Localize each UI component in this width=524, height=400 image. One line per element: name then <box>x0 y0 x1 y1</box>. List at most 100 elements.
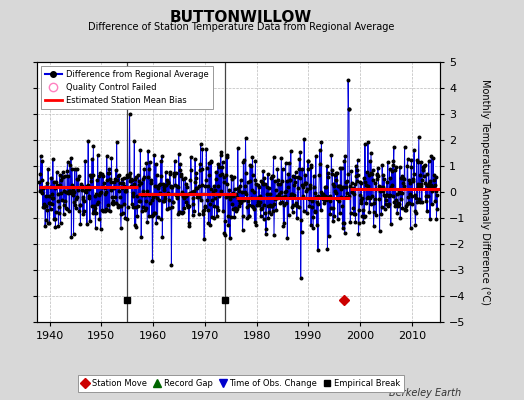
Point <box>144 166 152 172</box>
Point <box>254 199 262 206</box>
Point <box>72 195 80 202</box>
Point <box>241 189 249 196</box>
Point <box>79 196 88 202</box>
Point <box>353 166 362 173</box>
Point <box>58 174 67 180</box>
Point <box>239 157 248 163</box>
Point <box>58 196 66 203</box>
Point <box>324 174 332 180</box>
Point <box>103 206 112 213</box>
Point <box>257 206 265 212</box>
Point <box>283 178 291 185</box>
Point <box>127 176 135 182</box>
Point <box>200 202 209 209</box>
Point <box>86 172 94 178</box>
Point <box>38 177 47 184</box>
Point <box>280 202 288 208</box>
Point <box>65 208 73 214</box>
Point <box>376 188 385 194</box>
Point <box>124 204 132 210</box>
Point <box>399 176 408 182</box>
Point <box>143 219 151 226</box>
Point <box>145 192 154 198</box>
Point <box>219 159 227 165</box>
Point <box>403 162 411 169</box>
Point <box>268 208 277 214</box>
Point <box>176 160 184 167</box>
Point <box>160 198 168 204</box>
Point <box>421 162 429 168</box>
Point <box>288 209 297 215</box>
Point <box>322 194 331 200</box>
Point <box>221 218 229 224</box>
Point <box>230 190 238 196</box>
Point <box>318 194 326 200</box>
Point <box>49 195 58 201</box>
Point <box>244 198 253 204</box>
Point <box>312 221 321 228</box>
Point <box>337 193 345 200</box>
Point <box>119 175 128 181</box>
Point <box>413 199 421 205</box>
Point <box>224 212 232 219</box>
Point <box>356 192 364 198</box>
Point <box>104 202 113 208</box>
Point <box>187 166 195 173</box>
Point <box>348 189 356 196</box>
Point <box>360 175 368 181</box>
Point <box>205 160 213 166</box>
Point <box>300 136 308 142</box>
Point <box>285 176 293 183</box>
Point <box>316 160 324 167</box>
Point <box>348 185 357 192</box>
Point <box>305 185 314 191</box>
Point <box>59 174 68 180</box>
Point <box>303 186 311 192</box>
Point <box>75 208 83 214</box>
Point <box>193 184 201 191</box>
Point <box>240 197 248 203</box>
Point <box>383 192 391 198</box>
Point <box>185 203 194 209</box>
Point <box>170 173 178 179</box>
Point <box>204 220 213 226</box>
Point <box>169 199 177 205</box>
Point <box>353 178 361 184</box>
Point <box>233 206 242 212</box>
Point <box>80 208 88 214</box>
Point <box>132 174 140 180</box>
Point <box>232 191 240 197</box>
Point <box>183 202 192 208</box>
Point <box>320 196 329 203</box>
Point <box>358 207 367 213</box>
Point <box>429 185 438 192</box>
Point <box>410 146 418 153</box>
Point <box>296 175 304 182</box>
Point <box>211 186 220 193</box>
Point <box>149 212 157 218</box>
Point <box>357 180 365 186</box>
Point <box>290 182 298 188</box>
Point <box>148 258 157 264</box>
Point <box>326 205 335 211</box>
Point <box>237 197 246 203</box>
Point <box>358 213 367 219</box>
Point <box>225 196 234 202</box>
Point <box>258 205 267 211</box>
Point <box>254 195 262 201</box>
Point <box>130 222 139 228</box>
Point <box>163 177 171 183</box>
Point <box>74 187 82 193</box>
Point <box>399 180 408 186</box>
Point <box>339 220 347 226</box>
Text: BUTTONWILLOW: BUTTONWILLOW <box>170 10 312 25</box>
Point <box>162 182 170 188</box>
Point <box>387 184 396 190</box>
Point <box>52 209 60 216</box>
Point <box>361 141 369 147</box>
Point <box>317 139 325 145</box>
Point <box>154 183 162 190</box>
Point <box>82 184 90 190</box>
Point <box>155 197 163 204</box>
Point <box>367 150 375 157</box>
